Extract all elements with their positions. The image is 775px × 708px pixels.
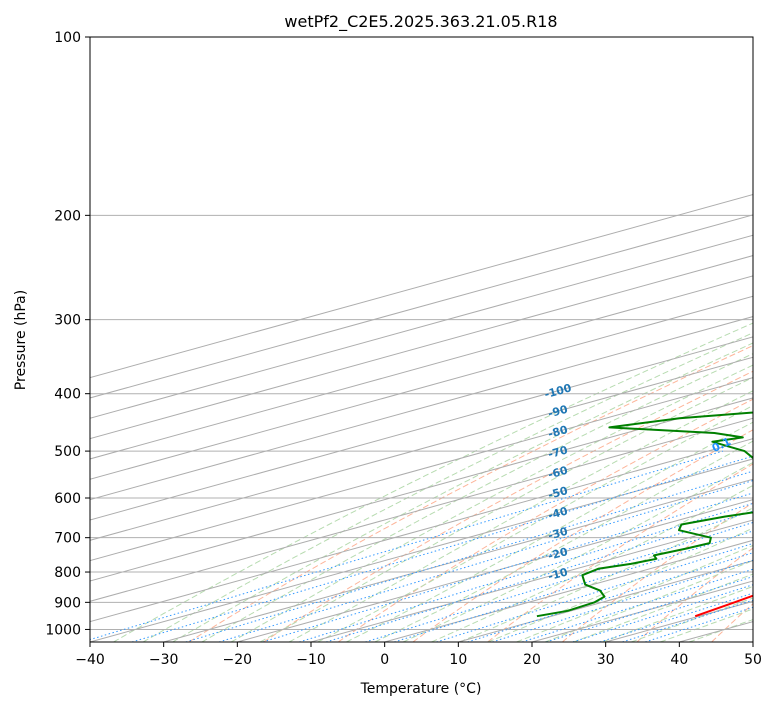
plot-frame [89, 36, 754, 643]
isotherm-line [384, 539, 753, 642]
mixing-ratio-line [394, 530, 753, 642]
y-tick-label: 500 [54, 444, 81, 460]
isotherm-line [237, 499, 753, 642]
x-tick-label: −20 [223, 652, 253, 668]
isotherm-line [90, 438, 753, 623]
moist-adiabat [431, 484, 753, 642]
isotherm-line [90, 336, 753, 521]
isotherm-line [163, 478, 753, 642]
mixing-ratio-line [622, 599, 753, 642]
mixing-ratio-line [299, 502, 753, 642]
moist-adiabat [259, 376, 753, 642]
mixing-ratio-line [645, 606, 753, 642]
isotherm-line [90, 214, 753, 399]
x-tick-label: 20 [523, 652, 541, 668]
isotherm-line [90, 417, 753, 602]
moist-adiabat [346, 421, 753, 642]
moist-adiabat [487, 527, 753, 642]
moist-adiabat [374, 440, 753, 642]
isotherm-label: -60 [547, 464, 570, 482]
mixing-ratio-line [185, 470, 753, 642]
isotherm-line [90, 234, 753, 419]
moist-adiabat [230, 364, 753, 642]
y-axis-label: Pressure (hPa) [13, 290, 29, 390]
profile-lines [536, 411, 753, 618]
dry-adiabat [487, 463, 753, 642]
moist-adiabat [288, 390, 753, 642]
isotherm-line [90, 295, 753, 480]
dry-adiabat [188, 345, 753, 642]
isotherm-label: -10 [547, 565, 570, 583]
isotherm-line [90, 255, 753, 440]
isotherm-label: -20 [547, 545, 570, 563]
background-lines [90, 37, 753, 642]
y-tick-label: 600 [54, 491, 81, 507]
isotherm-line [90, 316, 753, 501]
x-tick-label: 50 [744, 652, 762, 668]
x-tick-label: −10 [296, 652, 326, 668]
y-tick-label: 300 [54, 313, 81, 329]
isotherm-line [90, 275, 753, 460]
y-tick-label: 700 [54, 531, 81, 547]
moist-adiabat [602, 585, 753, 642]
moist-adiabat [172, 342, 753, 642]
y-tick-label: 1000 [45, 622, 81, 638]
y-tick-label: 900 [54, 595, 81, 611]
x-tick-label: −30 [149, 652, 179, 668]
x-axis-label: Temperature (°C) [360, 681, 482, 697]
isotherm-label: -70 [547, 443, 570, 461]
y-tick-label: 800 [54, 565, 81, 581]
isotherm-label: -90 [547, 403, 570, 421]
moist-adiabat [113, 322, 753, 642]
x-tick-label: 10 [449, 652, 467, 668]
y-tick-label: 100 [54, 30, 81, 46]
x-tick-label: −40 [75, 652, 105, 668]
y-tick-label: 200 [54, 208, 81, 224]
isotherm-label: -50 [547, 484, 570, 502]
moist-adiabat [201, 353, 753, 642]
isotherm-line [90, 194, 753, 379]
y-tick-label: 400 [54, 387, 81, 403]
chart-title: wetPf2_C2E5.2025.363.21.05.R18 [284, 12, 557, 32]
mixing-ratio-line [218, 480, 753, 642]
isotherm-line [90, 458, 753, 642]
mixing-ratio-line [131, 455, 753, 642]
x-tick-label: 0 [380, 652, 389, 668]
isotherm-line [90, 377, 753, 562]
mixing-ratio-line [599, 592, 753, 642]
mixing-ratio-line [365, 521, 753, 642]
moist-adiabat [516, 544, 753, 642]
mixing-ratio-line [325, 510, 753, 642]
isotherm-label: -30 [547, 525, 570, 543]
isotherm-label: -80 [547, 423, 570, 441]
moist-adiabat [402, 461, 753, 642]
mixing-ratio-line [90, 450, 724, 641]
dry-adiabat [561, 502, 753, 642]
isotherm-line [90, 397, 753, 582]
mixing-ratio-line [492, 559, 753, 642]
mixing-ratio-line [262, 492, 753, 642]
isotherm-label: -40 [547, 504, 570, 522]
isotherm-line [310, 519, 753, 642]
axes: −40 −30 −20 −10 0 10 20 30 40 50 100 200 300 400 500 60… [45, 30, 762, 668]
x-tick-label: 40 [670, 652, 688, 668]
dewpoint-line [536, 411, 753, 618]
x-tick-label: 30 [597, 652, 615, 668]
